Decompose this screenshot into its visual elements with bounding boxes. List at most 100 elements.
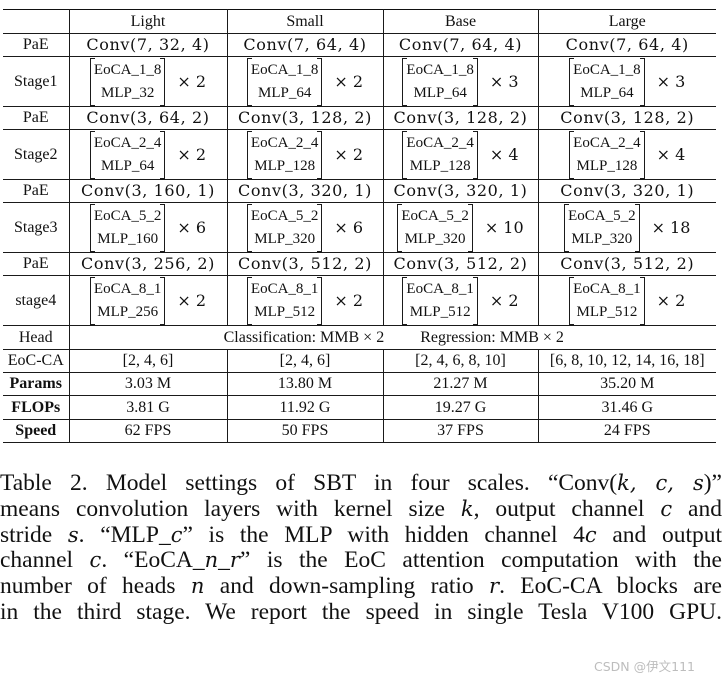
row-label: PaE bbox=[3, 106, 70, 130]
table-cell: Conv(3, 512, 2) bbox=[382, 252, 539, 276]
matrix-bracket: EoCA_8_1 MLP_512 bbox=[402, 276, 478, 325]
table-cell: Conv(3, 512, 2) bbox=[537, 252, 716, 276]
row-label: EoC-CA bbox=[3, 349, 70, 373]
matrix-bracket: EoCA_1_8 MLP_64 bbox=[246, 57, 323, 106]
table-cell: EoCA_5_2 MLP_320 × 18 bbox=[537, 202, 716, 253]
header-base: Base bbox=[382, 9, 539, 34]
header-small: Small bbox=[226, 9, 384, 34]
matrix-bracket: EoCA_8_1 MLP_256 bbox=[89, 276, 166, 325]
matrix-bracket: EoCA_2_4 MLP_128 bbox=[569, 130, 645, 179]
matrix-bracket: EoCA_2_4 MLP_128 bbox=[402, 130, 478, 179]
table-cell: Conv(7, 32, 4) bbox=[68, 33, 228, 57]
table-row: stage4 EoCA_8_1 MLP_256 × 2 EoCA_8_1 MLP_51… bbox=[3, 275, 716, 326]
caption-line: means convolution layers with kernel siz… bbox=[0, 495, 722, 522]
table-row: Stage2 EoCA_2_4 MLP_64 × 2 EoCA_2_4 MLP_128… bbox=[3, 129, 716, 180]
table-row: Params 3.03 M 13.80 M 21.27 M 35.20 M bbox=[3, 372, 716, 396]
row-label: Head bbox=[3, 325, 70, 350]
table-cell: EoCA_1_8 MLP_64 × 2 bbox=[226, 56, 384, 107]
table-row: Speed 62 FPS 50 FPS 37 FPS 24 FPS bbox=[3, 419, 716, 443]
table-cell: [2, 4, 6, 8, 10] bbox=[382, 349, 539, 373]
watermark: CSDN @伊文111 bbox=[594, 659, 695, 674]
table-cell: 11.92 G bbox=[226, 395, 384, 420]
matrix-bracket: EoCA_5_2 MLP_160 bbox=[89, 203, 166, 252]
table-row: PaE Conv(3, 256, 2) Conv(3, 512, 2) Conv… bbox=[3, 252, 716, 276]
row-label: Speed bbox=[3, 419, 70, 443]
table-cell: EoCA_1_8 MLP_64 × 3 bbox=[537, 56, 716, 107]
row-label: Stage2 bbox=[3, 129, 70, 180]
table-cell: Conv(3, 512, 2) bbox=[226, 252, 384, 276]
table-cell: EoCA_8_1 MLP_256 × 2 bbox=[68, 275, 228, 326]
table-cell: Conv(3, 320, 1) bbox=[226, 179, 384, 203]
table-cell: EoCA_2_4 MLP_128 × 4 bbox=[537, 129, 716, 180]
row-label: FLOPs bbox=[3, 395, 70, 420]
table-cell: EoCA_5_2 MLP_320 × 6 bbox=[226, 202, 384, 253]
table-cell: Conv(3, 256, 2) bbox=[68, 252, 228, 276]
table-cell: Conv(3, 160, 1) bbox=[68, 179, 228, 203]
table-cell: EoCA_1_8 MLP_64 × 3 bbox=[382, 56, 539, 107]
head-classification: Classification: MMB × 2 bbox=[223, 328, 385, 346]
row-label: stage4 bbox=[3, 275, 70, 326]
caption-line: stride s. “MLP_c” is the MLP with hidden… bbox=[0, 521, 722, 548]
table-cell: 62 FPS bbox=[68, 419, 228, 443]
header-light: Light bbox=[68, 9, 228, 34]
table-cell: 35.20 M bbox=[537, 372, 716, 396]
table-cell: 21.27 M bbox=[382, 372, 539, 396]
table-row: EoC-CA [2, 4, 6] [2, 4, 6] [2, 4, 6, 8, … bbox=[3, 349, 716, 373]
matrix-bracket: EoCA_5_2 MLP_320 bbox=[564, 203, 640, 252]
table-cell: Conv(3, 128, 2) bbox=[382, 106, 539, 130]
table-cell: Conv(3, 320, 1) bbox=[537, 179, 716, 203]
head-row: Head Classification: MMB × 2 Regression:… bbox=[3, 325, 716, 350]
table-cell: EoCA_5_2 MLP_320 × 10 bbox=[382, 202, 539, 253]
table-cell: EoCA_8_1 MLP_512 × 2 bbox=[537, 275, 716, 326]
table-cell: Conv(3, 320, 1) bbox=[382, 179, 539, 203]
row-label: PaE bbox=[3, 179, 70, 203]
matrix-bracket: EoCA_1_8 MLP_32 bbox=[89, 57, 166, 106]
table-row: FLOPs 3.81 G 11.92 G 19.27 G 31.46 G bbox=[3, 395, 716, 420]
table-caption: Table 2. Model settings of SBT in four s… bbox=[0, 470, 722, 626]
table-cell: 19.27 G bbox=[382, 395, 539, 420]
matrix-bracket: EoCA_5_2 MLP_320 bbox=[246, 203, 323, 252]
table-header-row: Light Small Base Large bbox=[3, 9, 716, 34]
table-cell: [6, 8, 10, 12, 14, 16, 18] bbox=[537, 349, 716, 373]
caption-line: in the third stage. We report the speed … bbox=[0, 598, 722, 625]
table-row: Stage1 EoCA_1_8 MLP_32 × 2 EoCA_1_8 MLP_64 ×… bbox=[3, 56, 716, 107]
matrix-bracket: EoCA_5_2 MLP_320 bbox=[397, 203, 473, 252]
table-cell: 24 FPS bbox=[537, 419, 716, 443]
table-cell: Conv(7, 64, 4) bbox=[537, 33, 716, 57]
table-cell: Conv(3, 128, 2) bbox=[226, 106, 384, 130]
table-cell: 3.81 G bbox=[68, 395, 228, 420]
matrix-bracket: EoCA_1_8 MLP_64 bbox=[402, 57, 478, 106]
row-label: Stage1 bbox=[3, 56, 70, 107]
table-cell: EoCA_2_4 MLP_64 × 2 bbox=[68, 129, 228, 180]
table-row: PaE Conv(3, 160, 1) Conv(3, 320, 1) Conv… bbox=[3, 179, 716, 203]
matrix-bracket: EoCA_2_4 MLP_64 bbox=[89, 130, 166, 179]
head-regression: Regression: MMB × 2 bbox=[420, 328, 564, 346]
caption-line: Table 2. Model settings of SBT in four s… bbox=[0, 470, 722, 496]
header-large: Large bbox=[537, 9, 716, 34]
table-cell: Conv(7, 64, 4) bbox=[382, 33, 539, 57]
table-cell: EoCA_2_4 MLP_128 × 2 bbox=[226, 129, 384, 180]
table-cell: EoCA_5_2 MLP_160 × 6 bbox=[68, 202, 228, 253]
table-cell: Conv(3, 128, 2) bbox=[537, 106, 716, 130]
row-label: PaE bbox=[3, 33, 70, 57]
table-cell: EoCA_8_1 MLP_512 × 2 bbox=[226, 275, 384, 326]
matrix-bracket: EoCA_8_1 MLP_512 bbox=[569, 276, 645, 325]
table-cell: Conv(3, 64, 2) bbox=[68, 106, 228, 130]
table-row: Stage3 EoCA_5_2 MLP_160 × 6 EoCA_5_2 MLP_32… bbox=[3, 202, 716, 253]
matrix-bracket: EoCA_2_4 MLP_128 bbox=[246, 130, 323, 179]
row-label: Params bbox=[3, 372, 70, 396]
table-cell: 31.46 G bbox=[537, 395, 716, 420]
table-cell: 13.80 M bbox=[226, 372, 384, 396]
table-cell: EoCA_2_4 MLP_128 × 4 bbox=[382, 129, 539, 180]
table-cell: [2, 4, 6] bbox=[226, 349, 384, 373]
table-cell: [2, 4, 6] bbox=[68, 349, 228, 373]
caption-line: channel c. “EoCA_n_r” is the EoC attenti… bbox=[0, 547, 722, 574]
table-cell: 37 FPS bbox=[382, 419, 539, 443]
matrix-bracket: EoCA_8_1 MLP_512 bbox=[246, 276, 323, 325]
table-row: PaE Conv(7, 32, 4) Conv(7, 64, 4) Conv(7… bbox=[3, 33, 716, 57]
table-cell: EoCA_1_8 MLP_32 × 2 bbox=[68, 56, 228, 107]
row-label: PaE bbox=[3, 252, 70, 276]
caption-line: number of heads n and down-sampling rati… bbox=[0, 573, 722, 600]
table-cell: 50 FPS bbox=[226, 419, 384, 443]
row-label: Stage3 bbox=[3, 202, 70, 253]
